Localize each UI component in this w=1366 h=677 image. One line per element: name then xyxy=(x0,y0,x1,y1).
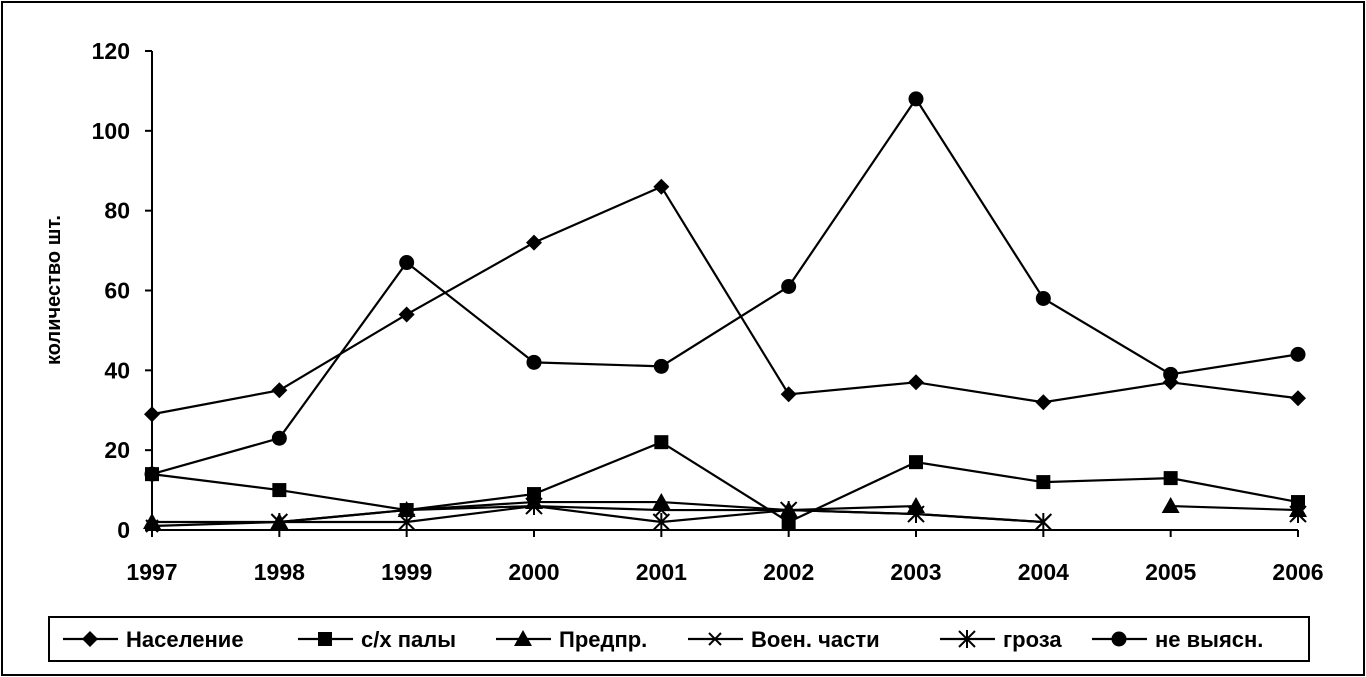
data-point-circle xyxy=(908,91,924,107)
legend-entry: Воен. части xyxy=(688,627,880,652)
x-tick-label: 2002 xyxy=(763,559,814,585)
data-point-circle xyxy=(526,354,542,370)
data-point-circle xyxy=(1290,346,1306,362)
legend-label: не выясн. xyxy=(1155,627,1263,652)
data-point-diamond xyxy=(526,234,542,251)
x-tick-label: 2000 xyxy=(508,559,559,585)
data-point-asterisk xyxy=(270,513,289,532)
series-asterisk xyxy=(270,497,1307,532)
data-point-circle xyxy=(399,255,415,271)
y-tick-label: 20 xyxy=(104,437,130,463)
data-point-asterisk xyxy=(1034,513,1053,532)
x-tick-label: 2003 xyxy=(890,559,941,585)
data-point-diamond xyxy=(398,306,415,323)
legend-label: с/х палы xyxy=(361,627,456,652)
legend-marker-circle xyxy=(1111,631,1127,647)
series-layer xyxy=(143,91,1307,533)
series-line xyxy=(151,185,1299,416)
data-point-circle xyxy=(1035,290,1051,306)
data-point-diamond xyxy=(780,386,797,403)
legend-marker-triangle xyxy=(514,630,532,646)
series-diamond xyxy=(144,178,1306,423)
y-tick-label: 60 xyxy=(104,278,130,304)
legend-marker-square xyxy=(318,632,332,646)
data-point-square xyxy=(909,455,923,470)
data-point-x xyxy=(399,503,414,517)
data-point-asterisk xyxy=(652,513,671,532)
x-tick-label: 1998 xyxy=(254,559,305,585)
legend-entry: с/х палы xyxy=(298,627,456,652)
x-tick-label: 2004 xyxy=(1018,559,1069,585)
data-point-square xyxy=(781,515,796,530)
legend-entry: не выясн. xyxy=(1092,627,1263,652)
legend-label: гроза xyxy=(1003,627,1062,652)
legend: Население с/х палы Предпр. Воен. части гроза… xyxy=(48,616,1310,662)
y-tick-label: 100 xyxy=(92,118,130,144)
legend-marker-diamond xyxy=(82,631,98,647)
data-point-circle xyxy=(144,466,160,482)
data-point-square xyxy=(1163,471,1178,486)
data-point-square xyxy=(272,483,287,498)
data-point-asterisk xyxy=(779,501,798,520)
data-point-asterisk xyxy=(397,513,416,532)
axes: 0 20 40 60 80 100 120 1997 1998 1999 2000 2001 2002 2… xyxy=(92,38,1324,585)
data-point-triangle xyxy=(1161,497,1180,514)
series-line xyxy=(1170,504,1299,512)
legend-label: Предпр. xyxy=(559,627,647,652)
legend-marker-x xyxy=(708,632,722,646)
data-point-circle xyxy=(653,358,669,374)
y-axis-title: количество шт. xyxy=(43,215,65,365)
data-point-circle xyxy=(1163,366,1179,382)
legend-entry: гроза xyxy=(940,627,1062,652)
data-point-diamond xyxy=(144,406,160,423)
y-tick-label: 80 xyxy=(104,198,130,224)
data-point-square xyxy=(1036,475,1051,490)
data-point-x xyxy=(654,503,669,517)
x-tick-label: 2005 xyxy=(1145,559,1196,585)
y-tick-label: 40 xyxy=(104,357,130,383)
x-tick-label: 2001 xyxy=(636,559,687,585)
data-point-diamond xyxy=(1035,394,1052,411)
legend-entry: Население xyxy=(63,627,244,652)
y-tick-label: 120 xyxy=(92,38,130,64)
legend-marker-asterisk xyxy=(958,630,976,648)
data-point-asterisk xyxy=(907,505,925,524)
data-point-diamond xyxy=(653,178,670,195)
legend-entry: Предпр. xyxy=(496,627,647,652)
data-point-circle xyxy=(271,430,287,446)
data-point-diamond xyxy=(271,382,288,399)
data-point-asterisk xyxy=(525,497,543,516)
x-tick-label: 1999 xyxy=(381,559,432,585)
legend-label: Население xyxy=(126,627,244,652)
data-point-diamond xyxy=(1290,390,1306,407)
data-point-asterisk xyxy=(1289,505,1307,524)
series-line xyxy=(151,440,1299,524)
data-point-circle xyxy=(781,279,797,295)
data-point-x xyxy=(145,519,159,533)
data-point-square xyxy=(654,435,669,450)
series-line xyxy=(151,96,1299,476)
legend-label: Воен. части xyxy=(751,627,880,652)
data-point-diamond xyxy=(908,374,924,391)
x-tick-label: 1997 xyxy=(126,559,177,585)
series-circle xyxy=(144,91,1306,482)
y-tick-label: 0 xyxy=(117,517,130,543)
x-tick-label: 2006 xyxy=(1272,559,1323,585)
